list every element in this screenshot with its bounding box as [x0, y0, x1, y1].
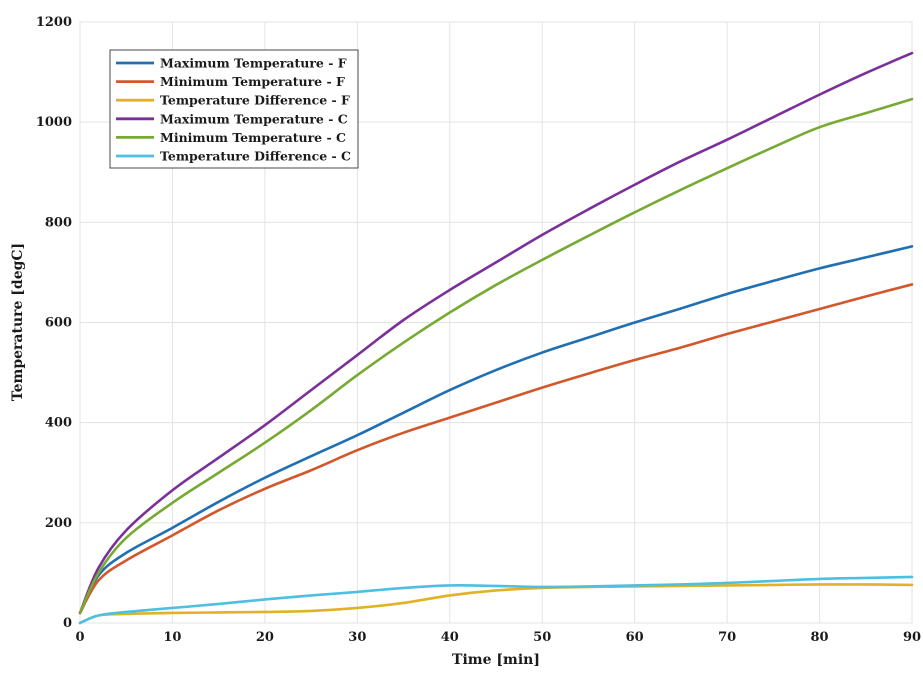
- x-tick-label: 10: [163, 630, 181, 645]
- legend-label: Temperature Difference - C: [160, 149, 351, 164]
- x-tick-label: 20: [256, 630, 274, 645]
- legend: Maximum Temperature - F Minimum Temperatu…: [109, 49, 359, 169]
- x-tick-label: 0: [75, 630, 84, 645]
- legend-label: Maximum Temperature - F: [160, 56, 347, 71]
- x-axis-title: Time [min]: [452, 652, 540, 668]
- series-line-4: [78, 51, 914, 615]
- x-tick-label: 30: [348, 630, 366, 645]
- legend-box: [109, 49, 359, 169]
- legend-label: Minimum Temperature - C: [160, 130, 346, 145]
- y-tick-label: 1000: [36, 115, 72, 130]
- axis-ticks: 0 200 400 600 800 1000 1200 0 10 20 30 40 50 60 70 80 90: [36, 15, 921, 645]
- y-tick-label: 800: [45, 215, 72, 230]
- y-tick-label: 400: [45, 416, 72, 431]
- x-tick-label: 40: [441, 630, 459, 645]
- legend-items: Maximum Temperature - F Minimum Temperatu…: [116, 56, 351, 164]
- series-line-6: [78, 575, 914, 625]
- series-lines: [78, 51, 914, 625]
- y-tick-label: 200: [45, 516, 72, 531]
- x-tick-label: 90: [903, 630, 921, 645]
- legend-label: Temperature Difference - F: [160, 93, 350, 108]
- y-axis-title: Temperature [degC]: [10, 243, 26, 401]
- x-tick-label: 80: [811, 630, 829, 645]
- x-tick-label: 50: [533, 630, 551, 645]
- x-tick-label: 70: [718, 630, 736, 645]
- legend-label: Minimum Temperature - F: [160, 74, 345, 89]
- legend-label: Maximum Temperature - C: [160, 111, 348, 126]
- series-line-1: [78, 245, 914, 615]
- y-tick-label: 1200: [36, 15, 72, 30]
- y-tick-label: 0: [63, 616, 72, 631]
- x-tick-label: 60: [626, 630, 644, 645]
- series-line-3: [78, 583, 914, 625]
- y-tick-label: 600: [45, 316, 72, 331]
- series-line-5: [78, 97, 914, 615]
- series-line-2: [78, 283, 914, 615]
